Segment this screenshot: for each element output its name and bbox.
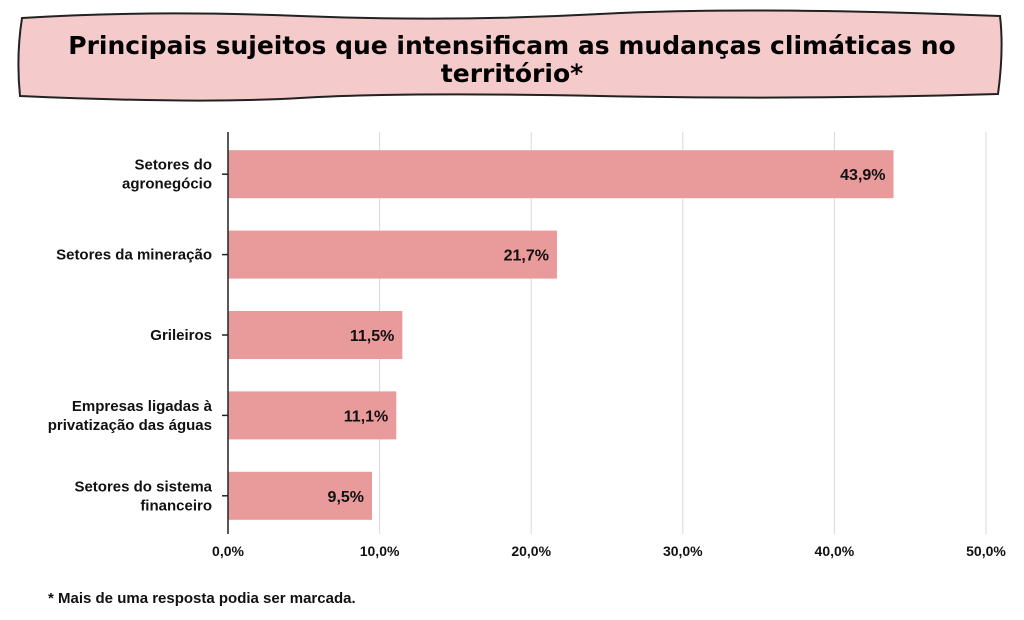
category-label: Setores do sistema xyxy=(74,478,212,495)
x-tick-label: 10,0% xyxy=(360,543,400,559)
chart-title-line-2: território* xyxy=(441,59,583,88)
bar xyxy=(228,471,373,520)
bar xyxy=(228,150,894,199)
x-tick-labels: 0,0% 10,0% 20,0% 30,0% 40,0% 50,0% xyxy=(212,543,1006,559)
category-label: Grileiros xyxy=(150,327,212,344)
data-label: 9,5% xyxy=(328,489,364,506)
data-label: 11,1% xyxy=(344,408,388,425)
category-labels: Setores do agronegócio Setores da mineraçã… xyxy=(48,157,213,515)
data-label: 21,7% xyxy=(504,248,549,265)
bar xyxy=(228,391,397,440)
bar xyxy=(228,311,403,359)
category-label: privatização das águas xyxy=(48,417,212,434)
bars: 43,9% 21,7% 11,5% 11,1% 9,5% xyxy=(228,150,894,520)
x-tick-label: 30,0% xyxy=(663,543,703,559)
title-banner-shape xyxy=(17,9,1003,102)
data-label: 43,9% xyxy=(840,167,885,184)
category-label: financeiro xyxy=(140,497,212,514)
x-tick-label: 20,0% xyxy=(511,543,551,559)
bar xyxy=(228,230,557,279)
category-label: agronegócio xyxy=(122,176,212,193)
chart-title-line-1: Principais sujeitos que intensificam as … xyxy=(68,31,955,60)
x-tick-label: 0,0% xyxy=(212,543,244,559)
data-label: 11,5% xyxy=(350,328,394,345)
title-banner: Principais sujeitos que intensificam as … xyxy=(17,9,1003,102)
x-tick-label: 40,0% xyxy=(815,543,855,559)
x-tick-label: 50,0% xyxy=(966,543,1006,559)
category-label: Setores do xyxy=(134,157,212,174)
category-label: Empresas ligadas à xyxy=(72,398,213,415)
category-label: Setores da mineração xyxy=(56,247,212,264)
y-axis xyxy=(222,132,229,534)
footnote: * Mais de uma resposta podia ser marcada… xyxy=(48,590,356,607)
